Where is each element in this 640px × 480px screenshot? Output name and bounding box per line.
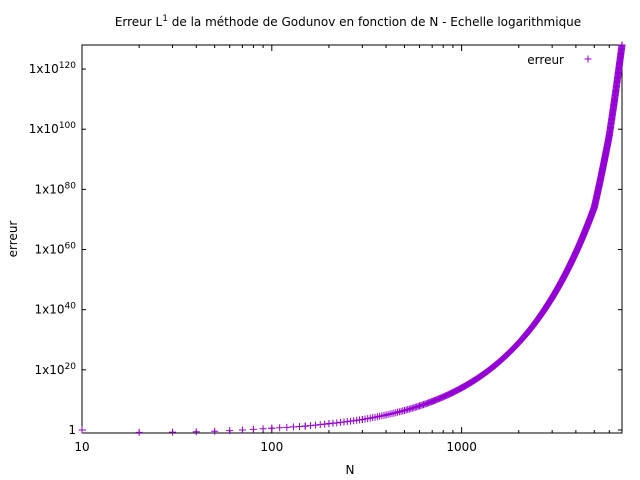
legend-marker-plus: [584, 55, 592, 63]
legend-label: erreur: [527, 53, 564, 67]
y-tick-label: 1: [68, 423, 76, 437]
data-point: [259, 425, 267, 433]
y-tick-label-exponent: 100: [59, 121, 76, 131]
chart-title-superscript: 1: [162, 14, 168, 24]
y-tick-label-base: 1x10: [35, 303, 65, 317]
y-tick-label-base: 1x10: [35, 363, 65, 377]
y-tick-label: 1x1060: [35, 242, 77, 257]
legend-marker: [584, 55, 592, 63]
x-tick-label: 10: [74, 440, 89, 454]
y-tick-label-base: 1x10: [29, 122, 59, 136]
x-tick-label: 100: [260, 440, 283, 454]
x-axis: 10 100 1000: [74, 45, 623, 454]
y-tick-label: 1x1080: [35, 181, 77, 196]
data-point: [283, 423, 291, 431]
y-tick-label: 1x1040: [35, 302, 77, 317]
chart-title-main: Erreur L: [115, 15, 163, 29]
y-tick-label-base: 1: [68, 423, 76, 437]
data-point: [78, 426, 86, 434]
data-point: [618, 41, 626, 49]
data-point: [289, 423, 297, 431]
y-axis-label: erreur: [6, 221, 20, 258]
x-tick-label: 1000: [446, 440, 477, 454]
y-tick-label-base: 1x10: [29, 62, 59, 76]
y-tick-label-exponent: 80: [65, 181, 77, 191]
data-point: [268, 424, 276, 432]
plot-frame: [81, 44, 623, 434]
y-tick-label-exponent: 20: [65, 362, 77, 372]
y-tick-label: 1x1020: [35, 362, 77, 377]
series-erreur: [78, 41, 626, 436]
y-tick-label-exponent: 40: [65, 302, 77, 312]
data-point: [249, 425, 257, 433]
legend: erreur: [527, 53, 592, 67]
data-point: [211, 427, 219, 435]
data-point: [192, 428, 200, 436]
chart-title-rest: de la méthode de Godunov en fonction de …: [168, 15, 581, 29]
y-tick-label-exponent: 120: [59, 61, 76, 71]
y-tick-label-base: 1x10: [35, 182, 65, 196]
data-point: [238, 426, 246, 434]
y-tick-label-exponent: 60: [65, 242, 77, 252]
chart-title: Erreur L1 de la méthode de Godunov en fo…: [115, 14, 581, 29]
data-point: [226, 427, 234, 435]
y-tick-label: 1x10120: [29, 61, 76, 76]
data-point: [135, 428, 143, 436]
data-point: [169, 428, 177, 436]
data-point: [276, 424, 284, 432]
y-tick-label: 1x10100: [29, 121, 76, 136]
x-axis-label: N: [346, 463, 355, 477]
y-tick-label-base: 1x10: [35, 243, 65, 257]
